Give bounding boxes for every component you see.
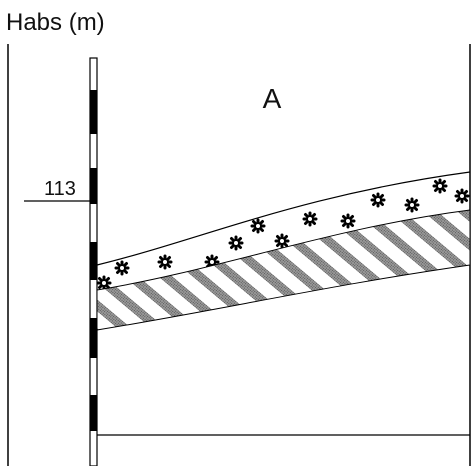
scale-marker-label: 113 (44, 178, 76, 200)
layer-top-boundary (96, 171, 471, 266)
axis-title: Habs (m) (6, 9, 105, 36)
scale-bar (89, 57, 98, 467)
section-label: A (263, 83, 282, 114)
layer-hatched (96, 209, 471, 331)
